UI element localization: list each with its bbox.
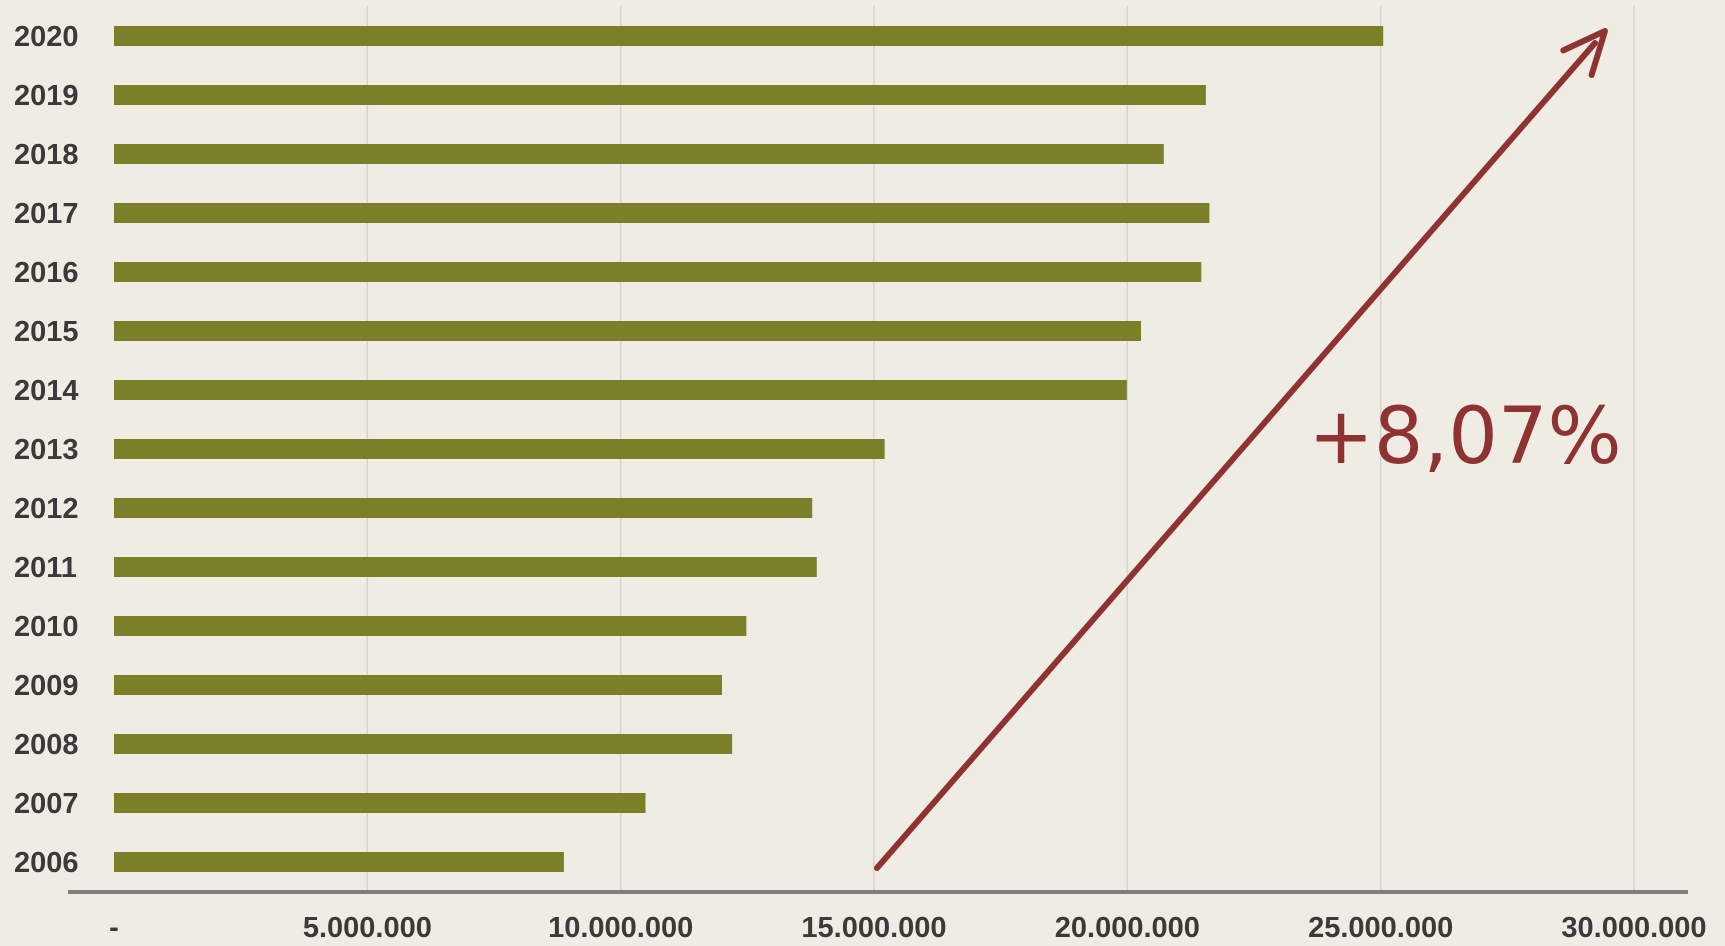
category-label-2015: 2015 — [14, 316, 79, 348]
bars — [114, 26, 1384, 872]
growth-annotation: +8,07% — [1308, 392, 1621, 482]
category-label-2014: 2014 — [14, 375, 79, 407]
bar-2007 — [114, 793, 646, 813]
category-label-2006: 2006 — [14, 847, 79, 879]
x-tick-labels: - 5.000.000 10.000.000 15.000.000 20.000.000… — [109, 912, 1706, 944]
x-tick-label-5: 25.000.000 — [1308, 912, 1453, 944]
bar-2006 — [114, 852, 564, 872]
category-label-2011: 2011 — [14, 552, 77, 584]
bar-2013 — [114, 439, 885, 459]
bar-2012 — [114, 498, 813, 518]
x-tick-label-3: 15.000.000 — [801, 912, 946, 944]
category-label-2019: 2019 — [14, 80, 79, 112]
category-label-2020: 2020 — [14, 21, 79, 53]
x-tick-label-4: 20.000.000 — [1055, 912, 1200, 944]
bar-2009 — [114, 675, 722, 695]
bar-2018 — [114, 144, 1164, 164]
bar-2008 — [114, 734, 733, 754]
bar-2020 — [114, 26, 1384, 46]
x-tick-label-0: - — [109, 912, 119, 944]
category-label-2012: 2012 — [14, 493, 79, 525]
category-label-2018: 2018 — [14, 139, 79, 171]
trend-arrow-shaft — [874, 40, 1598, 871]
bar-2011 — [114, 557, 817, 577]
bar-2017 — [114, 203, 1210, 223]
category-label-2009: 2009 — [14, 670, 79, 702]
category-label-2007: 2007 — [14, 788, 79, 820]
bar-2010 — [114, 616, 747, 636]
bar-2015 — [114, 321, 1142, 341]
x-tick-label-2: 10.000.000 — [548, 912, 693, 944]
category-label-2008: 2008 — [14, 729, 79, 761]
category-label-2016: 2016 — [14, 257, 79, 289]
bar-2014 — [114, 380, 1127, 400]
x-tick-label-1: 5.000.000 — [303, 912, 432, 944]
trend-arrow — [874, 28, 1608, 871]
x-tick-label-6: 30.000.000 — [1561, 912, 1706, 944]
category-labels: 2020 2019 2018 2017 2016 2015 2014 2013 2012 2011… — [14, 21, 79, 879]
category-label-2017: 2017 — [14, 198, 79, 230]
bar-2016 — [114, 262, 1202, 282]
trend-arrow-head — [1560, 28, 1608, 79]
category-label-2010: 2010 — [14, 611, 79, 643]
bar-2019 — [114, 85, 1206, 105]
category-label-2013: 2013 — [14, 434, 79, 466]
